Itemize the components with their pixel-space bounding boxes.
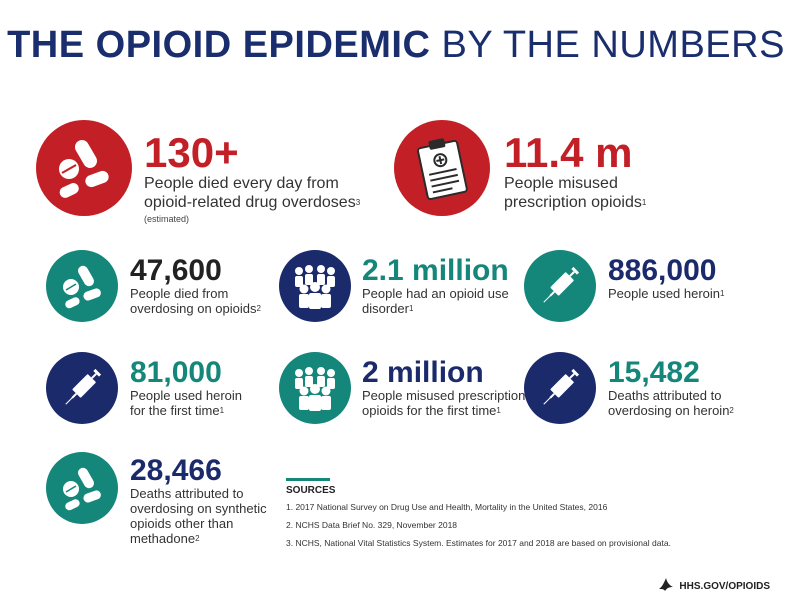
footer-link[interactable]: HHS.GOV/OPIOIDS [679,581,770,592]
footnote-ref: 1 [408,304,414,313]
stat-misused-prescription: 11.4 m People misused prescription opioi… [504,132,646,212]
stat-desc-line: People died from [130,286,229,301]
stat-desc-line: overdosing on opioids2 [130,301,261,316]
page-title: THE OPIOID EPIDEMIC BY THE NUMBERS [0,26,792,64]
stat-desc-line: opioids for the first time1 [362,403,501,418]
footnote-ref: 1 [720,289,725,298]
syringe-icon [46,352,118,424]
stat-synthetic-deaths: 28,466 Deaths attributed to overdosing o… [130,454,267,547]
stat-deaths-per-day: 130+ People died every day from opioid-r… [144,129,361,225]
title-light: BY THE NUMBERS [441,24,785,66]
stat-first-time-heroin: 81,000 People used heroin for the first … [130,356,243,419]
stat-number: 81,000 [130,356,222,389]
hhs-eagle-icon [657,575,675,598]
footnote-ref: 2 [729,406,734,415]
stat-desc-line: Deaths attributed to [608,388,722,403]
stat-number: 2 million [362,356,484,389]
footnote-ref: 3 [355,198,361,207]
stat-number: 886,000 [608,254,717,287]
pills-icon [36,120,132,216]
clipboard-icon [394,120,490,216]
stat-heroin-users: 886,000 People used heroin1 [608,254,725,302]
people-group-icon [279,352,351,424]
stat-desc-line: methadone2 [130,531,200,546]
stat-desc-line: People misused [504,175,618,192]
stat-desc-line: prescription opioids1 [504,194,647,211]
footnote-ref: 1 [496,406,501,415]
stat-number: 15,482 [608,356,700,389]
pills-icon [46,250,118,322]
footnote-ref: 2 [195,534,200,543]
sources-divider [286,478,330,481]
footer: HHS.GOV/OPIOIDS [657,575,770,598]
stat-number: 130+ [144,129,239,176]
source-item: 1. 2017 National Survey on Drug Use and … [286,502,608,512]
stat-use-disorder: 2.1 million People had an opioid use dis… [362,254,509,317]
stat-note: (estimated) [144,214,190,224]
sources-heading: SOURCES [286,485,336,496]
footnote-ref: 1 [219,406,225,415]
people-group-icon [279,250,351,322]
stat-opioid-deaths: 47,600 People died from overdosing on op… [130,254,261,317]
stat-number: 2.1 million [362,254,509,287]
stat-first-time-misuse: 2 million People misused prescription op… [362,356,526,419]
stat-desc-line: overdosing on synthetic [130,501,267,516]
stat-number: 47,600 [130,254,222,287]
source-item: 3. NCHS, National Vital Statistics Syste… [286,538,671,548]
stat-desc-line: overdosing on heroin2 [608,403,734,418]
stat-desc-line: People had an opioid use [362,286,509,301]
footnote-ref: 2 [256,304,261,313]
syringe-icon [524,352,596,424]
stat-desc-line: disorder1 [362,301,414,316]
stat-desc-line: People used heroin [130,388,243,403]
stat-number: 28,466 [130,454,222,487]
source-item: 2. NCHS Data Brief No. 329, November 201… [286,520,458,530]
stat-desc-line: opioid-related drug overdoses3 [144,194,361,211]
stat-number: 11.4 m [504,129,633,176]
sources-section: SOURCES 1. 2017 National Survey on Drug … [286,478,756,556]
footnote-ref: 1 [641,198,647,207]
pills-icon [46,452,118,524]
stat-desc-line: opioids other than [130,516,234,531]
title-bold: THE OPIOID EPIDEMIC [7,24,431,66]
stat-desc-line: People died every day from [144,175,339,192]
stat-desc-line: for the first time1 [130,403,225,418]
stat-desc-line: Deaths attributed to [130,486,244,501]
stat-desc-line: People misused prescription [362,388,526,403]
syringe-icon [524,250,596,322]
stat-heroin-deaths: 15,482 Deaths attributed to overdosing o… [608,356,734,419]
stat-desc-line: People used heroin1 [608,286,725,301]
